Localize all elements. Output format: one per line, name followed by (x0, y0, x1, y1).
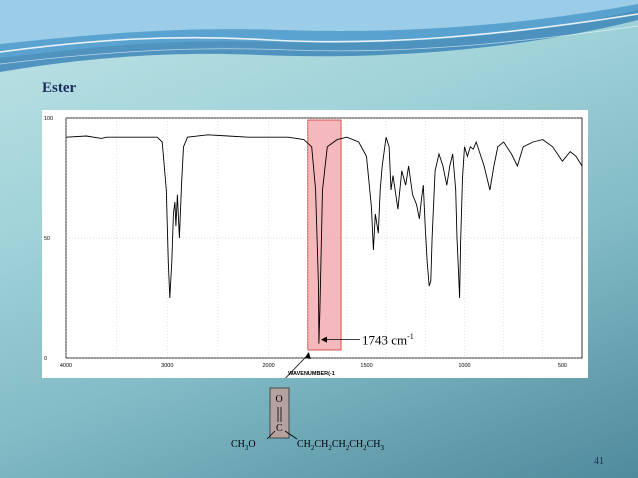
wave-front (0, 0, 638, 44)
peak-annotation: 1743 cm-1 (362, 332, 414, 348)
chain-ch-3: CH (332, 439, 346, 450)
carbonyl-box (269, 387, 290, 439)
chain-sub-2: 2 (328, 444, 332, 452)
chain-ch-5: CH (367, 439, 381, 450)
carbonyl-highlight-band (307, 119, 342, 351)
y-tick-label: 50 (44, 236, 50, 242)
ester-structure: O C CH3O CH2CH2CH2CH2CH3 (231, 387, 385, 452)
y-tick-label: 100 (44, 116, 53, 122)
bond-right (284, 430, 298, 440)
wave-highlight (0, 13, 638, 53)
chain-sub-4: 2 (363, 444, 367, 452)
molecule-arrow-head (304, 352, 311, 359)
ir-spectrum-panel: 100 50 0 4000 3000 2000 1500 1000 500 WAVENUMBER(… (42, 110, 588, 378)
methoxy-sub: 3 (245, 444, 249, 452)
spectrum-line (65, 134, 583, 344)
methoxy-o: O (248, 439, 255, 450)
methoxy-group: CH3O (231, 439, 256, 452)
x-tick-label: 3000 (161, 363, 173, 369)
carbonyl-carbon: C (276, 423, 283, 434)
slide-title: Ester (42, 80, 77, 96)
x-tick-label: 500 (558, 363, 567, 369)
methoxy-ch: CH (231, 439, 245, 450)
molecule-arrow-line (285, 353, 310, 378)
x-tick-label: 1500 (360, 363, 372, 369)
chain-ch-2: CH (314, 439, 328, 450)
x-tick-label: 2000 (262, 363, 274, 369)
page-number: 41 (594, 456, 604, 467)
peak-arrow-head (320, 336, 327, 343)
y-tick-label: 0 (44, 356, 47, 362)
oxygen-atom: O (276, 394, 283, 405)
x-tick-label: 1000 (458, 363, 470, 369)
x-axis-label: WAVENUMBER(-1 (288, 371, 335, 377)
chain-sub-1: 2 (311, 444, 315, 452)
peak-annotation-value: 1743 cm (362, 332, 408, 348)
wave-highlight-2 (0, 25, 638, 65)
x-tick-label: 4000 (60, 363, 72, 369)
alkyl-chain: CH2CH2CH2CH2CH3 (297, 439, 385, 452)
bond-left (266, 430, 276, 440)
chain-ch-1: CH (297, 439, 311, 450)
chain-sub-5: 3 (381, 444, 385, 452)
chain-ch-4: CH (349, 439, 363, 450)
decorative-waves (0, 0, 638, 72)
chain-sub-3: 2 (346, 444, 350, 452)
peak-annotation-exponent: -1 (407, 332, 414, 341)
